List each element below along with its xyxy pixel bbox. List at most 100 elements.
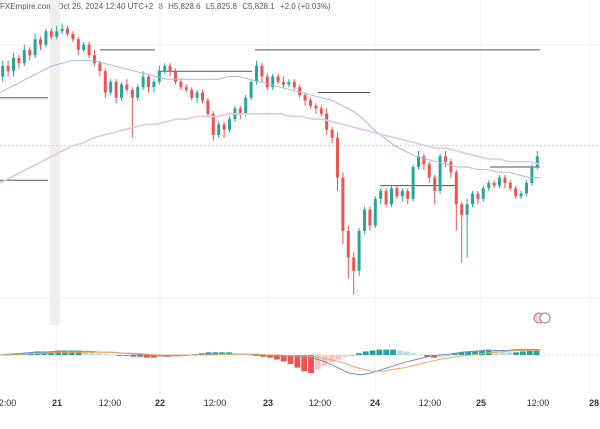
candle-body xyxy=(66,28,69,34)
macd-histogram-bar xyxy=(376,349,383,355)
macd-histogram-bar xyxy=(267,355,273,358)
candle-body xyxy=(190,89,194,98)
macd-histogram-bar xyxy=(485,349,492,355)
candle-body xyxy=(298,87,302,96)
candle-body xyxy=(33,39,37,56)
candle-body xyxy=(476,193,480,199)
candle-body xyxy=(152,81,156,88)
macd-histogram-bar xyxy=(116,355,123,356)
macd-histogram-bar xyxy=(260,355,267,357)
candle-body xyxy=(346,230,350,258)
candle-body xyxy=(103,71,107,93)
x-tick-label: 25 xyxy=(476,398,486,408)
candle-body xyxy=(336,137,339,178)
candle-body xyxy=(82,44,86,50)
candle-body xyxy=(93,55,96,64)
macd-histogram-bar xyxy=(150,355,157,358)
macd-histogram-bar xyxy=(246,355,253,356)
macd-histogram-bar xyxy=(403,351,410,355)
candle-body xyxy=(17,57,21,64)
ohlc-change: +2.0 (+0.03%) xyxy=(279,2,331,11)
event-icon xyxy=(539,312,551,324)
macd-histogram-bar xyxy=(465,351,472,355)
candle-body xyxy=(39,39,42,45)
candle-body xyxy=(422,156,426,165)
candle-body xyxy=(12,57,15,72)
candle-body xyxy=(303,95,307,101)
macd-histogram-bar xyxy=(198,353,205,355)
macd-histogram-bar xyxy=(513,352,519,355)
macd-histogram-bar xyxy=(519,351,526,355)
candle-body xyxy=(49,31,53,37)
candle-body xyxy=(147,76,150,88)
session-highlight xyxy=(50,0,60,325)
macd-histogram-bar xyxy=(137,355,144,357)
ohlc-close: C5,828.1 xyxy=(242,2,275,11)
candle-body xyxy=(276,76,280,82)
candle-body xyxy=(76,39,80,50)
candle-body xyxy=(525,182,528,194)
x-tick-label: 12:00 xyxy=(99,398,122,408)
candle-body xyxy=(487,182,491,189)
macd-histogram-bar xyxy=(396,350,403,355)
macd-histogram-bar xyxy=(369,350,376,355)
macd-histogram-bar xyxy=(533,349,540,355)
x-tick-label: 12:00 xyxy=(204,398,227,408)
macd-histogram-bar xyxy=(478,350,485,355)
candle-body xyxy=(217,124,221,136)
candle-body xyxy=(508,182,512,189)
candle-body xyxy=(287,81,291,85)
candle-body xyxy=(357,230,361,271)
candle-body xyxy=(379,190,383,199)
candle-body xyxy=(249,81,253,98)
candle-body xyxy=(330,129,334,138)
candle-body xyxy=(228,119,231,130)
candle-body xyxy=(427,164,431,178)
macd-histogram-bar xyxy=(451,353,458,355)
macd-histogram-bar xyxy=(308,355,314,373)
macd-histogram-bar xyxy=(280,355,287,362)
candle-body xyxy=(503,177,507,183)
candle-body xyxy=(163,65,167,72)
candle-body xyxy=(433,177,437,191)
x-tick-label: 12:00 xyxy=(419,398,442,408)
macd-histogram-bar xyxy=(444,355,451,356)
x-tick-label: 24 xyxy=(370,398,380,408)
signal-line xyxy=(0,350,540,372)
macd-histogram-bar xyxy=(301,355,308,372)
macd-histogram-bar xyxy=(82,351,89,355)
candle-body xyxy=(319,108,323,114)
candle-body xyxy=(292,81,296,88)
macd-histogram-bar xyxy=(109,355,116,356)
candle-body xyxy=(530,166,534,183)
candle-body xyxy=(514,188,518,197)
candle-body xyxy=(179,81,183,88)
macd-histogram-bar xyxy=(130,355,137,357)
candle-body xyxy=(438,156,442,191)
candle-body xyxy=(384,190,388,205)
macd-histogram-bar xyxy=(321,355,328,366)
candle-body xyxy=(130,89,134,98)
candle-body xyxy=(168,65,172,72)
candle-body xyxy=(206,100,210,114)
candle-body xyxy=(368,209,372,226)
macd-histogram-bar xyxy=(472,351,478,355)
macd-histogram-bar xyxy=(424,355,431,357)
macd-histogram-bar xyxy=(123,355,130,356)
candle-body xyxy=(454,172,458,205)
source-text: FXEmpire.com, Oct 25, 2024 12:40 UTC+2 xyxy=(0,2,154,11)
candle-body xyxy=(125,84,129,90)
candle-body xyxy=(314,105,318,109)
macd-histogram-bar xyxy=(499,351,506,355)
candle-body xyxy=(465,204,469,215)
macd-histogram-bar xyxy=(355,353,362,355)
candle-body xyxy=(260,65,264,77)
candle-body xyxy=(535,156,539,167)
candle-body xyxy=(238,108,242,114)
candle-body xyxy=(141,76,145,88)
candle-body xyxy=(406,190,410,199)
candle-body xyxy=(87,44,91,56)
macd-histogram-bar xyxy=(103,354,109,355)
candle-body xyxy=(309,100,312,106)
